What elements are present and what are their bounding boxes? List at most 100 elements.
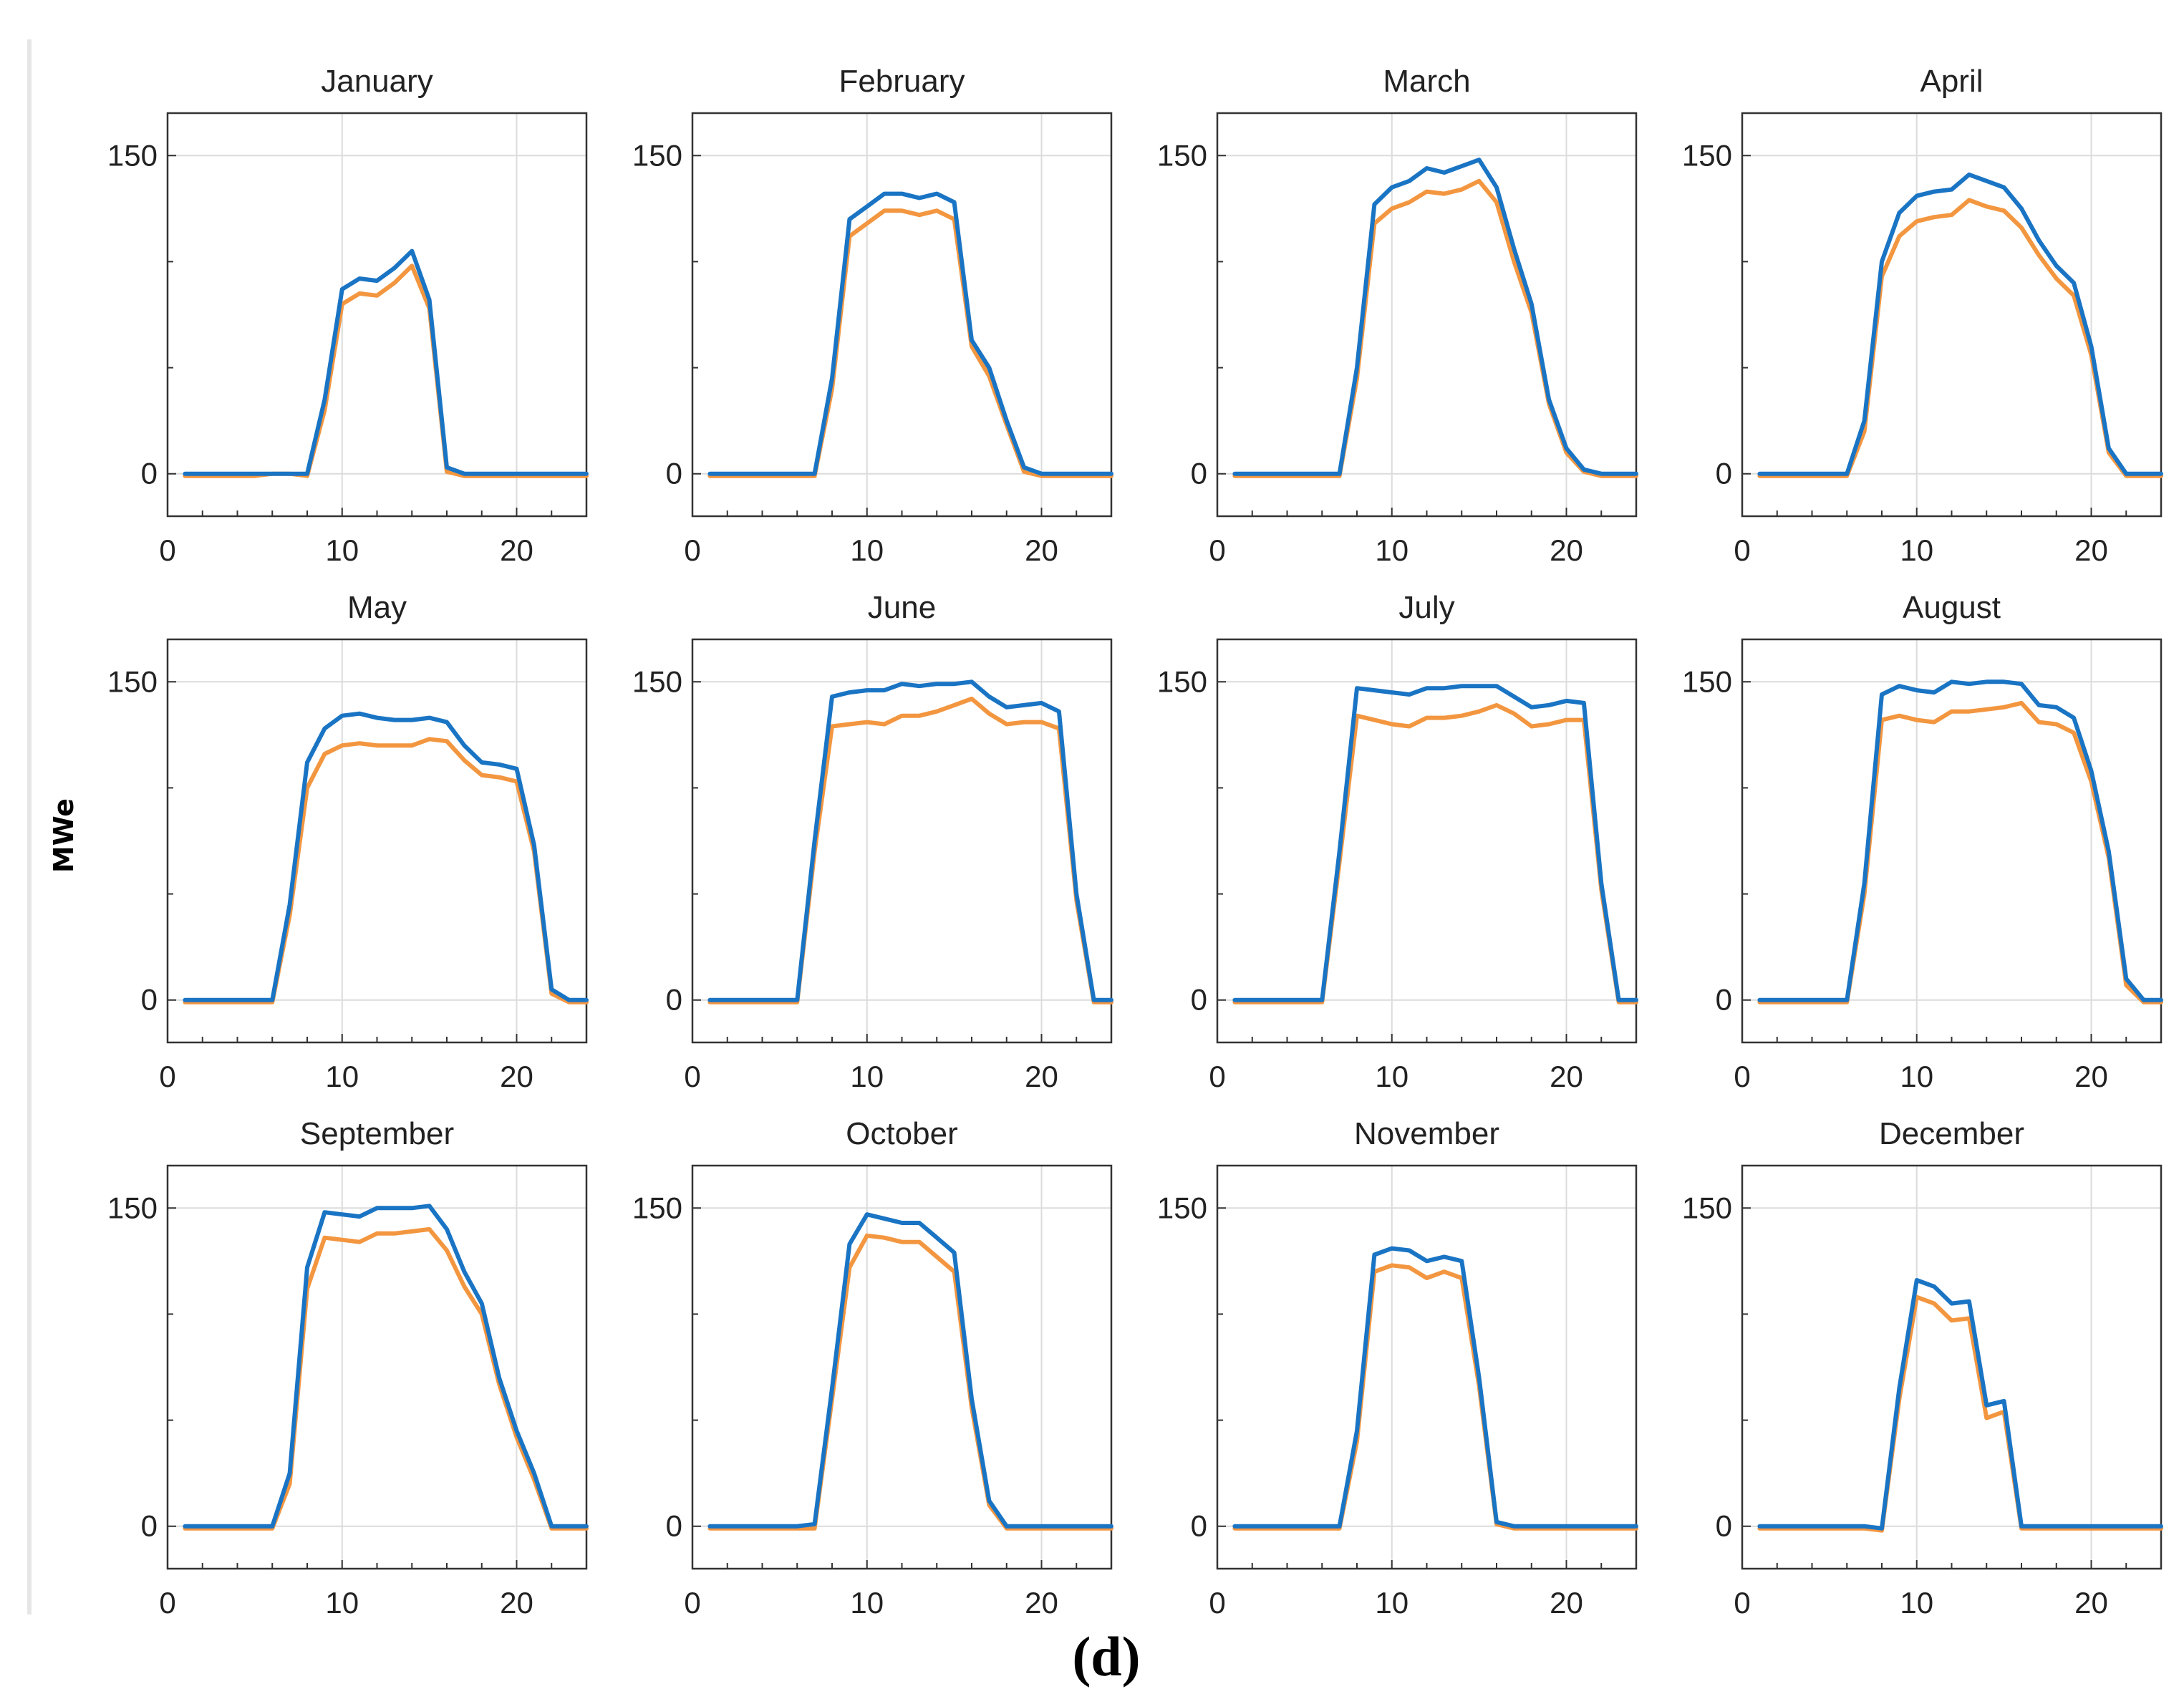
x-tick-label: 10 [325, 1060, 359, 1093]
panel-september: September 0 10 20 0 150 [107, 1116, 589, 1620]
series-line-series-a [707, 1212, 1113, 1529]
x-tick-label: 10 [1900, 533, 1933, 567]
panel-title: November [1354, 1116, 1499, 1151]
panel-title: July [1398, 590, 1454, 625]
x-tick-label: 10 [1900, 1586, 1933, 1620]
y-tick-label: 150 [1682, 138, 1732, 172]
panel-title: December [1879, 1116, 2024, 1151]
y-tick-label: 150 [107, 1191, 158, 1224]
x-tick-label: 0 [684, 1586, 700, 1620]
panel-title: February [839, 64, 965, 99]
plot-frame [691, 638, 1113, 1044]
y-tick-label: 0 [1716, 983, 1732, 1017]
plot-frame [1741, 638, 2163, 1044]
y-tick-label: 0 [666, 983, 682, 1017]
series-line-series-a [1232, 684, 1638, 1002]
y-tick-label: 0 [141, 457, 158, 490]
x-tick-label: 0 [1209, 1586, 1225, 1620]
series-line-series-a [1757, 679, 2163, 1002]
series-line-series-a [183, 711, 589, 1002]
series-line-series-b [183, 263, 589, 478]
series-line-series-a [1757, 172, 2163, 476]
x-tick-label: 20 [2074, 1060, 2108, 1093]
series-line-series-b [183, 1226, 589, 1531]
x-tick-label: 20 [1025, 1586, 1058, 1620]
x-tick-label: 10 [850, 1060, 884, 1093]
x-tick-label: 10 [325, 533, 359, 567]
series-line-series-a [707, 191, 1113, 476]
x-tick-label: 10 [850, 1586, 884, 1620]
series-line-series-b [707, 697, 1113, 1005]
panel-title: June [868, 590, 936, 625]
y-tick-label: 150 [1157, 1191, 1207, 1224]
y-tick-label: 150 [107, 138, 158, 172]
x-tick-label: 0 [1734, 533, 1750, 567]
x-tick-label: 20 [500, 533, 533, 567]
x-tick-label: 0 [684, 533, 700, 567]
y-tick-label: 0 [1191, 983, 1207, 1017]
series-line-series-b [1232, 178, 1638, 478]
y-tick-label: 0 [666, 1509, 682, 1543]
series-line-series-b [1757, 1294, 2163, 1533]
series-line-series-a [1757, 1278, 2163, 1531]
series-line-series-b [707, 1233, 1113, 1531]
x-tick-label: 10 [850, 533, 884, 567]
y-tick-label: 0 [666, 457, 682, 490]
x-tick-label: 10 [1900, 1060, 1933, 1093]
panel-april: April 0 10 20 0 150 [1682, 64, 2163, 567]
x-tick-label: 20 [1550, 1060, 1583, 1093]
plot-frame [691, 1164, 1113, 1570]
panel-january: January 0 10 20 0 150 [107, 64, 589, 567]
x-tick-label: 20 [2074, 1586, 2108, 1620]
y-axis-label: MWe [48, 798, 79, 873]
series-line-series-b [183, 737, 589, 1005]
x-tick-label: 0 [684, 1060, 700, 1093]
plot-frame [1741, 112, 2163, 518]
plot-frame [691, 112, 1113, 518]
panel-august: August 0 10 20 0 150 [1682, 590, 2163, 1093]
x-tick-label: 10 [1375, 1060, 1409, 1093]
series-line-series-b [1757, 700, 2163, 1005]
y-tick-label: 150 [632, 1191, 682, 1224]
y-tick-label: 150 [1682, 664, 1732, 698]
panel-title: September [300, 1116, 454, 1151]
x-tick-label: 0 [159, 1060, 175, 1093]
panel-title: May [347, 590, 407, 625]
series-line-series-a [183, 248, 589, 476]
y-tick-label: 150 [1682, 1191, 1732, 1224]
series-line-series-b [1232, 1263, 1638, 1531]
y-tick-label: 150 [1157, 138, 1207, 172]
y-tick-label: 0 [1716, 1509, 1732, 1543]
x-tick-label: 20 [500, 1586, 533, 1620]
panel-july: July 0 10 20 0 150 [1157, 590, 1638, 1093]
x-tick-label: 10 [1375, 533, 1409, 567]
y-tick-label: 0 [1191, 1509, 1207, 1543]
panel-march: March 0 10 20 0 150 [1157, 64, 1638, 567]
series-line-series-a [707, 679, 1113, 1002]
series-line-series-b [707, 208, 1113, 478]
panel-november: November 0 10 20 0 150 [1157, 1116, 1638, 1620]
x-tick-label: 0 [159, 533, 175, 567]
x-tick-label: 0 [1734, 1060, 1750, 1093]
panel-title: January [321, 64, 433, 99]
y-tick-label: 0 [141, 983, 158, 1017]
x-tick-label: 20 [1550, 1586, 1583, 1620]
plot-frame [166, 1164, 588, 1570]
panel-grid: January 0 10 20 0 150 February 0 10 20 0 150 March 0 1… [107, 64, 2163, 1620]
figure-caption: (d) [1072, 1625, 1140, 1688]
series-line-series-a [183, 1204, 589, 1529]
y-tick-label: 0 [1716, 457, 1732, 490]
panel-may: May 0 10 20 0 150 [107, 590, 589, 1093]
x-tick-label: 20 [1550, 533, 1583, 567]
plot-frame [1216, 1164, 1638, 1570]
panel-title: October [846, 1116, 958, 1151]
x-tick-label: 10 [1375, 1586, 1409, 1620]
x-tick-label: 0 [1734, 1586, 1750, 1620]
series-line-series-a [1232, 158, 1638, 476]
y-tick-label: 0 [141, 1509, 158, 1543]
x-tick-label: 20 [1025, 533, 1058, 567]
plot-frame [166, 638, 588, 1044]
plot-frame [166, 112, 588, 518]
y-tick-label: 150 [1157, 664, 1207, 698]
